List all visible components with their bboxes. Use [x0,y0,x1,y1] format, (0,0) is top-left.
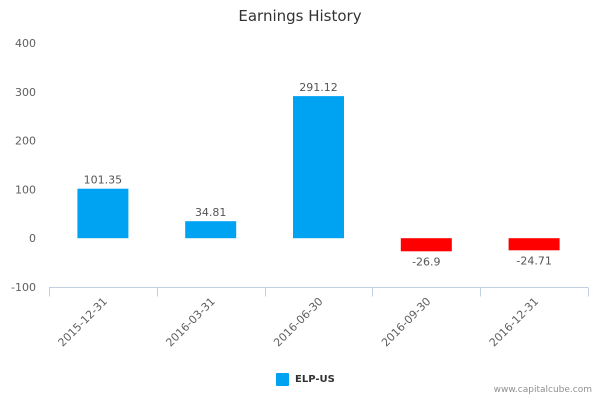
x-tick-label: 2016-09-30 [379,295,433,349]
data-label: 291.12 [299,81,338,94]
x-tick-label: 2016-03-31 [163,295,217,349]
bar [508,238,560,251]
y-tick-label: 300 [15,86,36,99]
credit-text: www.capitalcube.com [493,385,592,395]
y-tick-label: -100 [11,281,36,294]
y-tick-label: 400 [15,37,36,50]
legend-label: ELP-US [295,374,335,385]
bar [400,238,452,252]
legend[interactable]: ELP-US [276,373,335,386]
legend-swatch [276,373,289,386]
y-tick-label: 200 [15,135,36,148]
data-label: -24.71 [516,254,551,267]
chart-title: Earnings History [238,7,362,25]
bar [293,96,344,239]
x-tick-label: 2016-12-31 [487,295,541,349]
data-label: 34.81 [195,206,227,219]
bar [185,221,237,239]
y-tick-label: 0 [29,232,36,245]
x-tick-label: 2016-06-30 [271,295,325,349]
bar [77,188,129,239]
data-label: 101.35 [84,174,123,187]
x-tick-label: 2015-12-31 [56,295,110,349]
data-label: -26.9 [412,255,440,268]
y-tick-label: 100 [15,183,36,196]
